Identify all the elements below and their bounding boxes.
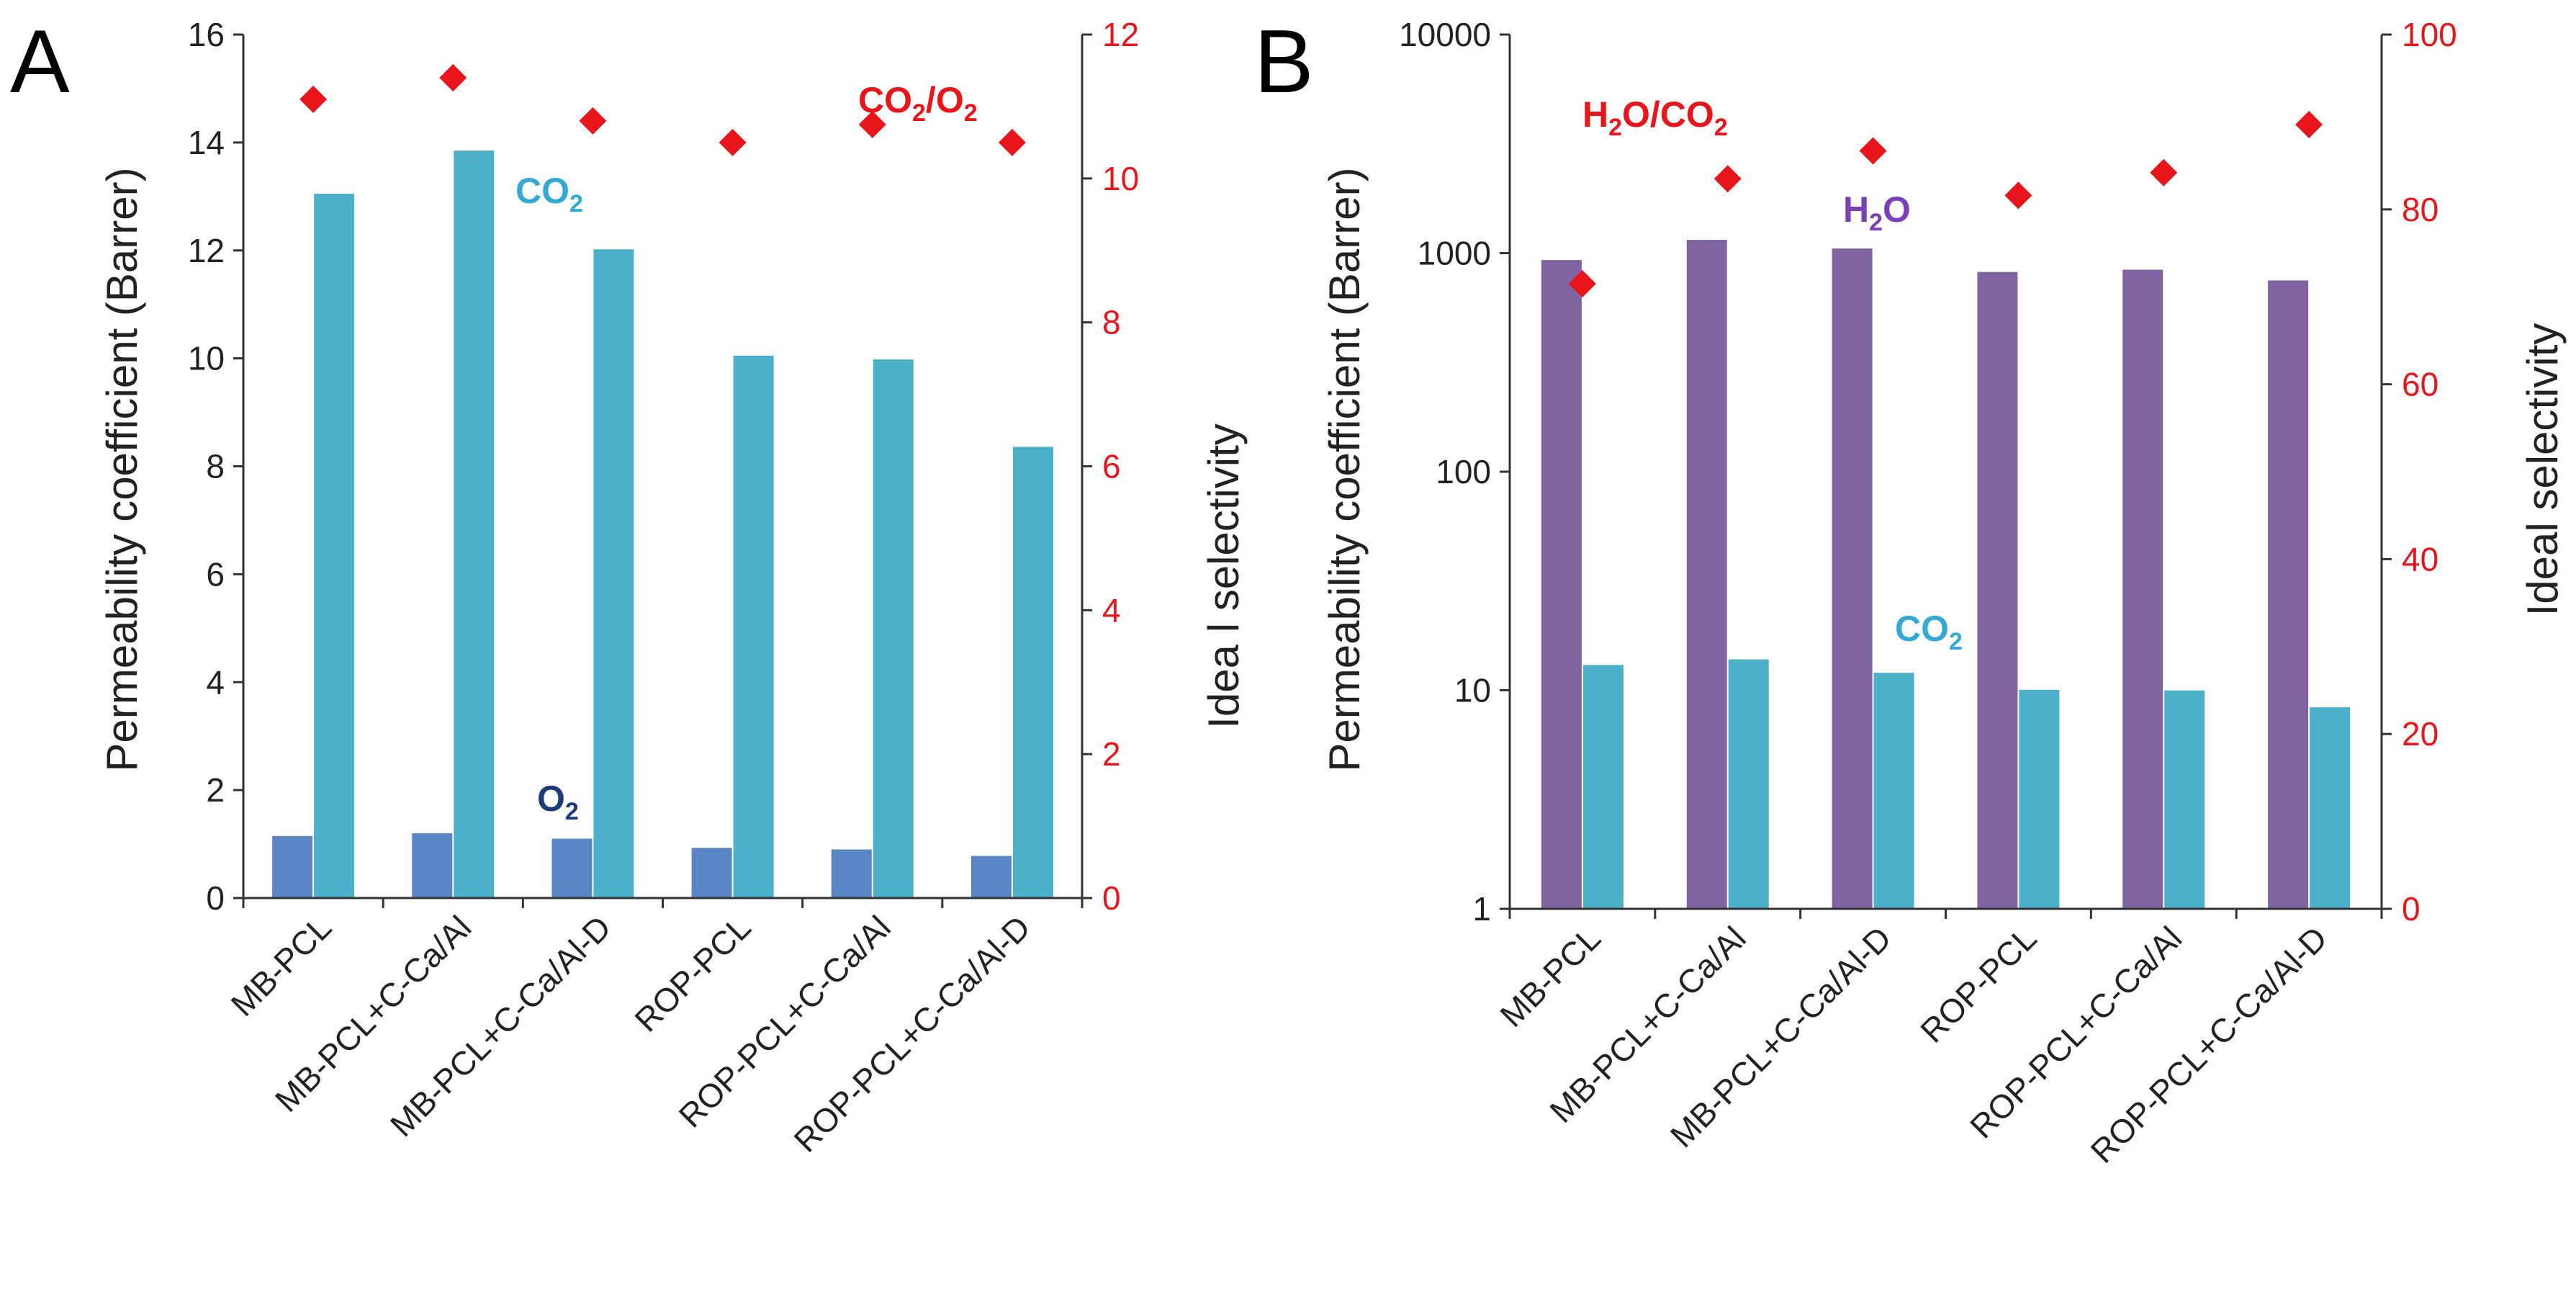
right-tick-label: 2 <box>1102 735 1121 773</box>
left-tick-label: 4 <box>206 663 225 701</box>
panel-label-a: A <box>10 12 70 112</box>
panel-b-y-axis-title: Permeability coefficient (Barrer) <box>1320 167 1369 771</box>
category-label: MB-PCL <box>223 908 338 1023</box>
bar-co2 <box>454 151 495 899</box>
bar-h2o <box>2268 280 2309 909</box>
bar-o2 <box>831 849 872 898</box>
bar-co2 <box>1728 659 1769 909</box>
left-tick-label: 2 <box>206 771 225 809</box>
bar-o2 <box>412 833 453 898</box>
bar-co2 <box>1582 665 1623 909</box>
panel-a-y-axis-title: Permeability coefficient (Barrer) <box>98 167 146 771</box>
left-tick-label: 14 <box>188 124 225 161</box>
right-tick-label: 6 <box>1102 448 1121 485</box>
selectivity-marker <box>2295 111 2323 139</box>
bar-h2o <box>1541 260 1582 909</box>
left-tick-label: 100 <box>1436 453 1491 490</box>
bar-o2 <box>691 848 732 898</box>
selectivity-marker <box>439 63 467 91</box>
bar-h2o <box>1832 248 1873 909</box>
right-tick-label: 8 <box>1102 304 1121 341</box>
selectivity-marker <box>1859 137 1887 165</box>
panel-label-b: B <box>1254 12 1314 112</box>
bar-o2 <box>551 838 593 898</box>
selectivity-marker <box>2004 181 2032 210</box>
panel-b-chart: 1 10 100 1000 10000 0 20 40 60 80 100 MB-PCLMB-PCL… <box>1320 16 2567 1170</box>
panel-b-bars <box>1541 240 2351 910</box>
left-tick-label: 16 <box>188 16 225 53</box>
panel-b-selectivity-markers <box>1568 111 2323 297</box>
left-tick-label: 6 <box>206 555 225 593</box>
bar-o2 <box>272 835 313 898</box>
category-label: ROP-PCL <box>1913 919 2043 1049</box>
selectivity-marker <box>300 85 328 113</box>
panel-b-axes: 1 10 100 1000 10000 0 20 40 60 80 100 <box>1399 16 2457 928</box>
bar-co2 <box>1873 673 1914 909</box>
bar-h2o <box>2122 269 2163 910</box>
selectivity-marker <box>2150 158 2178 187</box>
bar-o2 <box>970 856 1012 898</box>
panel-a-right-axis-title: Idea l selectivity <box>1199 423 1248 729</box>
right-tick-label: 40 <box>2402 540 2438 578</box>
left-tick-label: 10 <box>188 340 225 377</box>
right-tick-label: 60 <box>2402 366 2438 403</box>
right-tick-label: 4 <box>1102 591 1121 629</box>
left-tick-label: 0 <box>206 879 225 917</box>
left-tick-label: 1 <box>1472 890 1491 928</box>
bar-co2 <box>2164 690 2205 909</box>
right-tick-label: 10 <box>1102 160 1139 197</box>
right-tick-label: 100 <box>2402 16 2457 53</box>
panel-b-co2-label: CO2 <box>1895 609 1963 655</box>
left-tick-label: 10 <box>1454 672 1491 709</box>
bar-co2 <box>733 355 774 898</box>
bar-co2 <box>1012 446 1053 898</box>
left-tick-label: 12 <box>188 232 225 269</box>
panel-a-co2-label: CO2 <box>515 171 583 217</box>
bar-co2 <box>314 194 355 898</box>
bar-co2 <box>2019 689 2060 909</box>
panel-a-o2-label: O2 <box>537 778 579 825</box>
right-tick-label: 0 <box>1102 879 1121 917</box>
panel-a-selectivity-markers <box>300 63 1026 156</box>
selectivity-marker <box>579 107 607 135</box>
panel-a-chart: 0 2 4 6 8 10 12 14 16 0 2 4 6 8 10 12 MB-PCLMB-PCL+C-Ca… <box>98 16 1248 1159</box>
bar-h2o <box>1977 271 2018 910</box>
selectivity-marker <box>1568 269 1596 297</box>
selectivity-marker <box>719 128 747 156</box>
panel-b-h2o-label: H2O <box>1843 189 1911 236</box>
panel-a-axes: 0 2 4 6 8 10 12 14 16 0 2 4 6 8 10 12 <box>188 16 1139 917</box>
bar-co2 <box>593 249 634 899</box>
category-label: MB-PCL <box>1492 919 1608 1034</box>
bar-co2 <box>873 359 914 898</box>
bar-h2o <box>1686 240 1727 909</box>
right-tick-label: 0 <box>2402 890 2420 928</box>
bar-co2 <box>2310 707 2351 909</box>
left-tick-label: 8 <box>206 448 225 485</box>
left-tick-label: 1000 <box>1418 235 1491 272</box>
selectivity-marker <box>858 110 886 138</box>
panel-a-bars <box>272 151 1053 899</box>
panel-b-h2o-co2-selectivity-label: H2O/CO2 <box>1582 94 1728 141</box>
right-tick-label: 12 <box>1102 16 1139 53</box>
left-tick-label: 10000 <box>1399 16 1491 53</box>
panel-b-right-axis-title: Ideal selectivity <box>2518 323 2567 616</box>
selectivity-marker <box>998 128 1026 156</box>
category-label: ROP-PCL+C-Ca/Al-D <box>786 908 1037 1159</box>
category-label: ROP-PCL <box>627 908 757 1038</box>
right-tick-label: 80 <box>2402 191 2438 228</box>
panel-a-co2-o2-selectivity-label: CO2/O2 <box>858 80 978 127</box>
right-tick-label: 20 <box>2402 715 2438 753</box>
category-label: ROP-PCL+C-Ca/Al-D <box>2084 919 2335 1170</box>
selectivity-marker <box>1713 165 1742 193</box>
